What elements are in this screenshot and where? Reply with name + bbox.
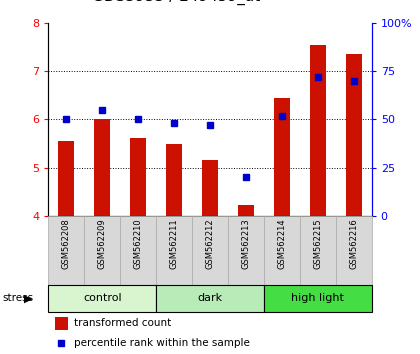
Text: GSM562213: GSM562213 bbox=[241, 218, 250, 269]
Text: GSM562216: GSM562216 bbox=[349, 218, 358, 269]
Bar bbox=[84, 216, 120, 285]
Bar bbox=[94, 119, 110, 216]
Text: high light: high light bbox=[291, 293, 344, 303]
Text: GDS3933 / 249459_at: GDS3933 / 249459_at bbox=[92, 0, 260, 5]
Text: GSM562210: GSM562210 bbox=[134, 218, 143, 269]
Bar bbox=[120, 216, 156, 285]
Bar bbox=[264, 216, 300, 285]
Bar bbox=[130, 138, 146, 216]
Text: GSM562212: GSM562212 bbox=[205, 218, 215, 269]
Text: dark: dark bbox=[197, 293, 223, 303]
Bar bbox=[48, 216, 84, 285]
Text: stress: stress bbox=[2, 293, 33, 303]
Text: GSM562215: GSM562215 bbox=[313, 218, 322, 269]
Text: ▶: ▶ bbox=[24, 293, 33, 303]
Bar bbox=[192, 216, 228, 285]
Bar bbox=[310, 45, 326, 216]
Text: control: control bbox=[83, 293, 121, 303]
Bar bbox=[58, 141, 74, 216]
Bar bbox=[238, 205, 254, 216]
Bar bbox=[202, 160, 218, 216]
Bar bbox=[300, 216, 336, 285]
Bar bbox=[156, 285, 264, 312]
Bar bbox=[274, 98, 290, 216]
Bar bbox=[156, 216, 192, 285]
Text: GSM562211: GSM562211 bbox=[170, 218, 178, 269]
Bar bbox=[166, 144, 182, 216]
Text: GSM562209: GSM562209 bbox=[98, 218, 107, 269]
Bar bbox=[264, 285, 372, 312]
Bar bbox=[48, 285, 156, 312]
Bar bbox=[55, 317, 68, 330]
Bar bbox=[346, 55, 362, 216]
Text: GSM562214: GSM562214 bbox=[277, 218, 286, 269]
Text: percentile rank within the sample: percentile rank within the sample bbox=[74, 338, 250, 348]
Text: transformed count: transformed count bbox=[74, 318, 171, 328]
Bar bbox=[336, 216, 372, 285]
Bar bbox=[228, 216, 264, 285]
Text: GSM562208: GSM562208 bbox=[62, 218, 71, 269]
